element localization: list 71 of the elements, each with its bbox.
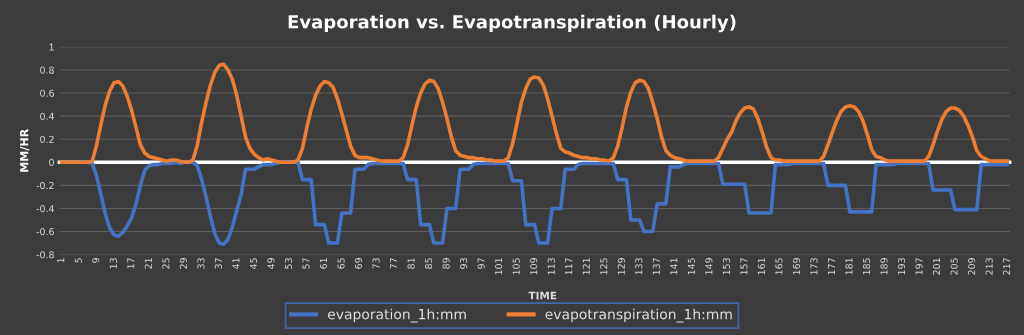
- x-tick-label: 89: [442, 258, 450, 269]
- x-tick-label: 197: [915, 258, 923, 275]
- x-tick-label: 169: [792, 258, 801, 275]
- x-tick-label: 125: [600, 258, 608, 275]
- x-tick-label: 21: [144, 258, 152, 269]
- x-tick-label: 5: [74, 258, 82, 263]
- y-tick-label: 1: [49, 43, 54, 51]
- chart-title: Evaporation vs. Evapotranspiration (Hourly): [288, 14, 736, 33]
- y-tick-label: -0.4: [36, 205, 54, 213]
- x-tick-label: 177: [828, 258, 835, 275]
- x-tick-label: 77: [390, 258, 397, 269]
- x-tick-label: 157: [740, 258, 748, 275]
- x-tick-label: 193: [897, 258, 906, 275]
- x-tick-label: 185: [862, 258, 871, 275]
- x-tick-label: 25: [162, 258, 170, 269]
- x-tick-label: 161: [757, 258, 765, 275]
- x-tick-label: 133: [635, 258, 643, 275]
- x-tick-label: 165: [775, 258, 783, 275]
- x-tick-label: 213: [985, 258, 993, 275]
- x-tick-label: 85: [425, 258, 433, 269]
- x-axis-title: TIME: [528, 291, 557, 300]
- x-tick-label: 205: [950, 258, 958, 275]
- x-tick-label: 65: [337, 258, 345, 269]
- x-tick-label: 129: [617, 258, 625, 275]
- x-tick-label: 145: [687, 258, 695, 275]
- x-tick-label: 33: [197, 258, 205, 269]
- x-tick-label: 209: [968, 258, 976, 275]
- x-tick-label: 109: [530, 258, 538, 275]
- x-tick-label: 57: [302, 258, 310, 269]
- y-tick-label: -0.8: [36, 251, 54, 259]
- legend-label: evapotranspiration_1h:mm: [545, 308, 732, 323]
- x-tick-label: 181: [845, 258, 853, 275]
- x-tick-label: 9: [92, 258, 100, 263]
- x-tick-label: 81: [407, 258, 415, 269]
- y-tick-label: 0.6: [40, 89, 54, 97]
- x-tick-label: 113: [547, 258, 555, 275]
- x-tick-label: 17: [127, 258, 135, 269]
- x-tick-label: 137: [652, 258, 660, 275]
- y-tick-label: -0.6: [36, 228, 54, 236]
- x-tick-label: 69: [354, 258, 363, 269]
- x-tick-label: 45: [249, 258, 257, 269]
- x-tick-label: 101: [495, 258, 503, 275]
- x-tick-label: 141: [670, 258, 678, 275]
- x-tick-label: 37: [214, 258, 222, 269]
- y-axis-title: MM/HR: [20, 128, 30, 172]
- y-tick-label: 0.4: [40, 112, 54, 120]
- y-tick-label: 0: [49, 158, 54, 167]
- x-tick-label: 149: [705, 258, 713, 275]
- x-tick-label: 153: [722, 258, 730, 275]
- x-tick-label: 97: [477, 258, 485, 269]
- x-tick-label: 49: [267, 258, 275, 269]
- x-tick-label: 53: [284, 258, 293, 269]
- y-tick-label: 0.8: [40, 66, 54, 74]
- x-tick-label: 73: [372, 258, 380, 269]
- x-tick-label: 61: [319, 258, 328, 269]
- x-tick-label: 217: [1003, 258, 1011, 275]
- x-tick-label: 173: [810, 258, 818, 275]
- x-tick-label: 93: [460, 258, 468, 269]
- x-tick-label: 189: [880, 258, 888, 275]
- x-tick-label: 105: [512, 258, 520, 275]
- x-tick-label: 13: [109, 258, 117, 269]
- x-tick-label: 1: [57, 258, 65, 263]
- x-tick-label: 41: [232, 258, 240, 269]
- x-tick-label: 117: [565, 258, 573, 275]
- line-series: [59, 62, 1010, 165]
- x-tick-label: 29: [179, 258, 187, 269]
- y-tick-label: 0.2: [40, 135, 54, 143]
- legend-label: evaporation_1h:mm: [328, 308, 466, 323]
- x-tick-label: 121: [582, 258, 590, 275]
- x-tick-label: 201: [933, 258, 941, 275]
- y-tick-label: -0.2: [36, 181, 54, 190]
